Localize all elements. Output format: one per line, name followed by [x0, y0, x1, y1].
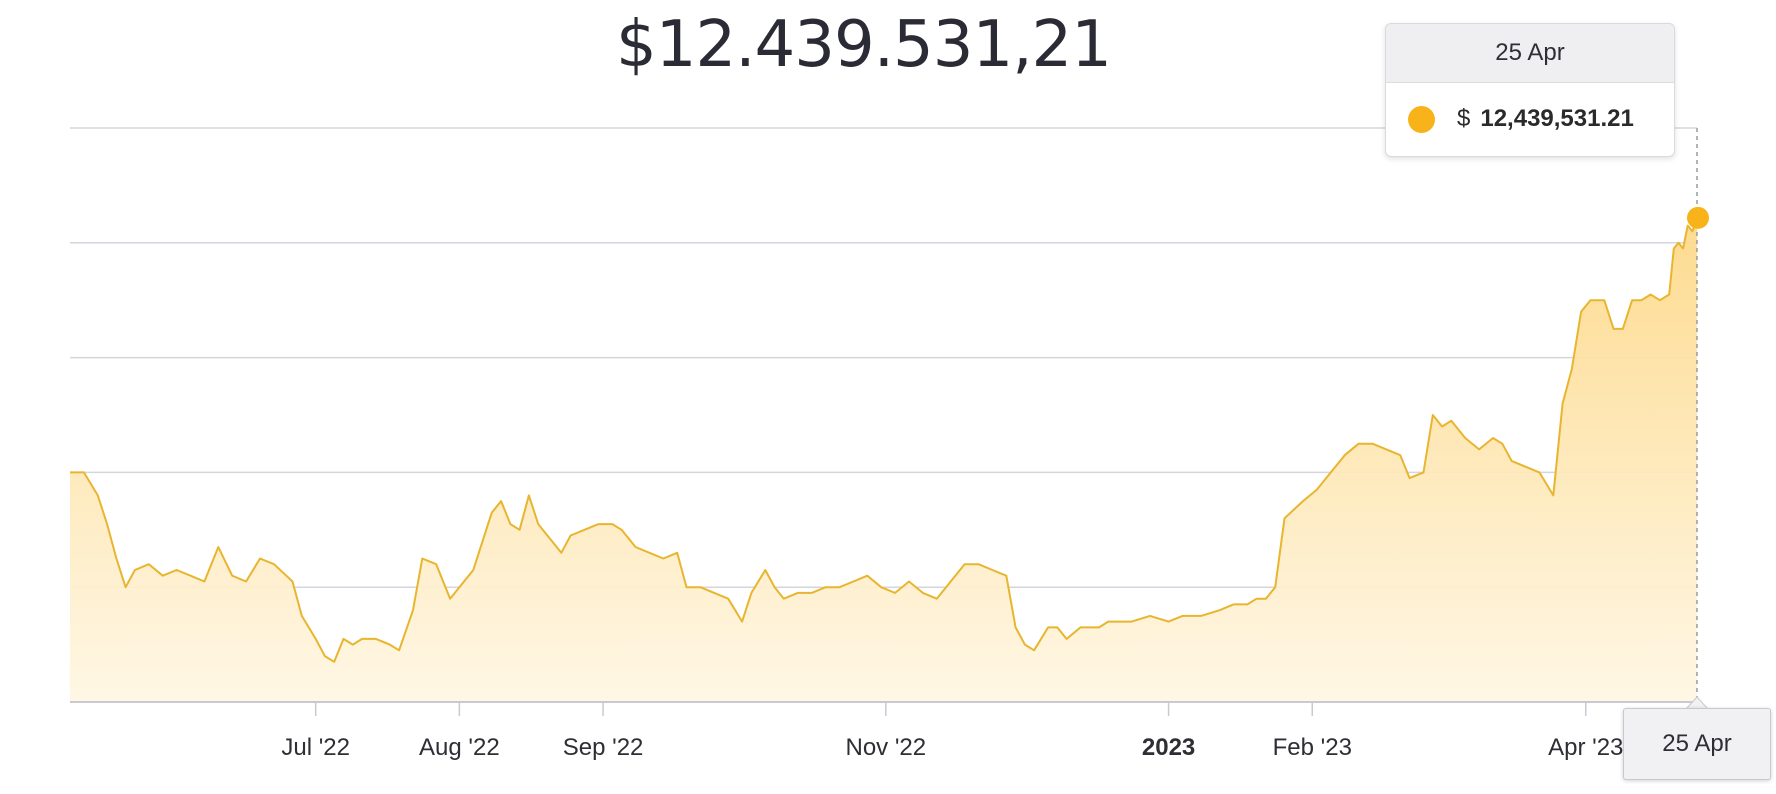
tooltip-value: 12,439,531.21 [1480, 105, 1634, 132]
value-tooltip: 25 Apr $ 12,439,531.21 [1385, 23, 1675, 157]
tooltip-currency: $ [1457, 105, 1471, 132]
x-axis-ticks: Jul '22 Aug '22 Sep '22 Nov '22 2023 Feb '23 A… [281, 702, 1623, 761]
series-dot-icon [1408, 105, 1435, 133]
series-line [70, 219, 1698, 663]
tooltip-body: $ 12,439,531.21 [1386, 83, 1674, 155]
hover-marker [1687, 206, 1709, 229]
x-tick-label: Jul '22 [281, 734, 350, 761]
headline-value: $12.439.531,21 [616, 8, 1112, 82]
x-tick-label: Feb '23 [1273, 734, 1352, 761]
tooltip-date: 25 Apr [1386, 24, 1674, 83]
area-fill [70, 219, 1697, 703]
crosshair-date-label: 25 Apr [1623, 708, 1771, 780]
x-tick-label: Aug '22 [419, 734, 500, 761]
x-tick-label: Nov '22 [846, 734, 927, 761]
x-tick-label: Sep '22 [563, 734, 644, 761]
x-tick-label: Apr '23 [1548, 734, 1623, 761]
x-tick-label: 2023 [1142, 734, 1195, 761]
